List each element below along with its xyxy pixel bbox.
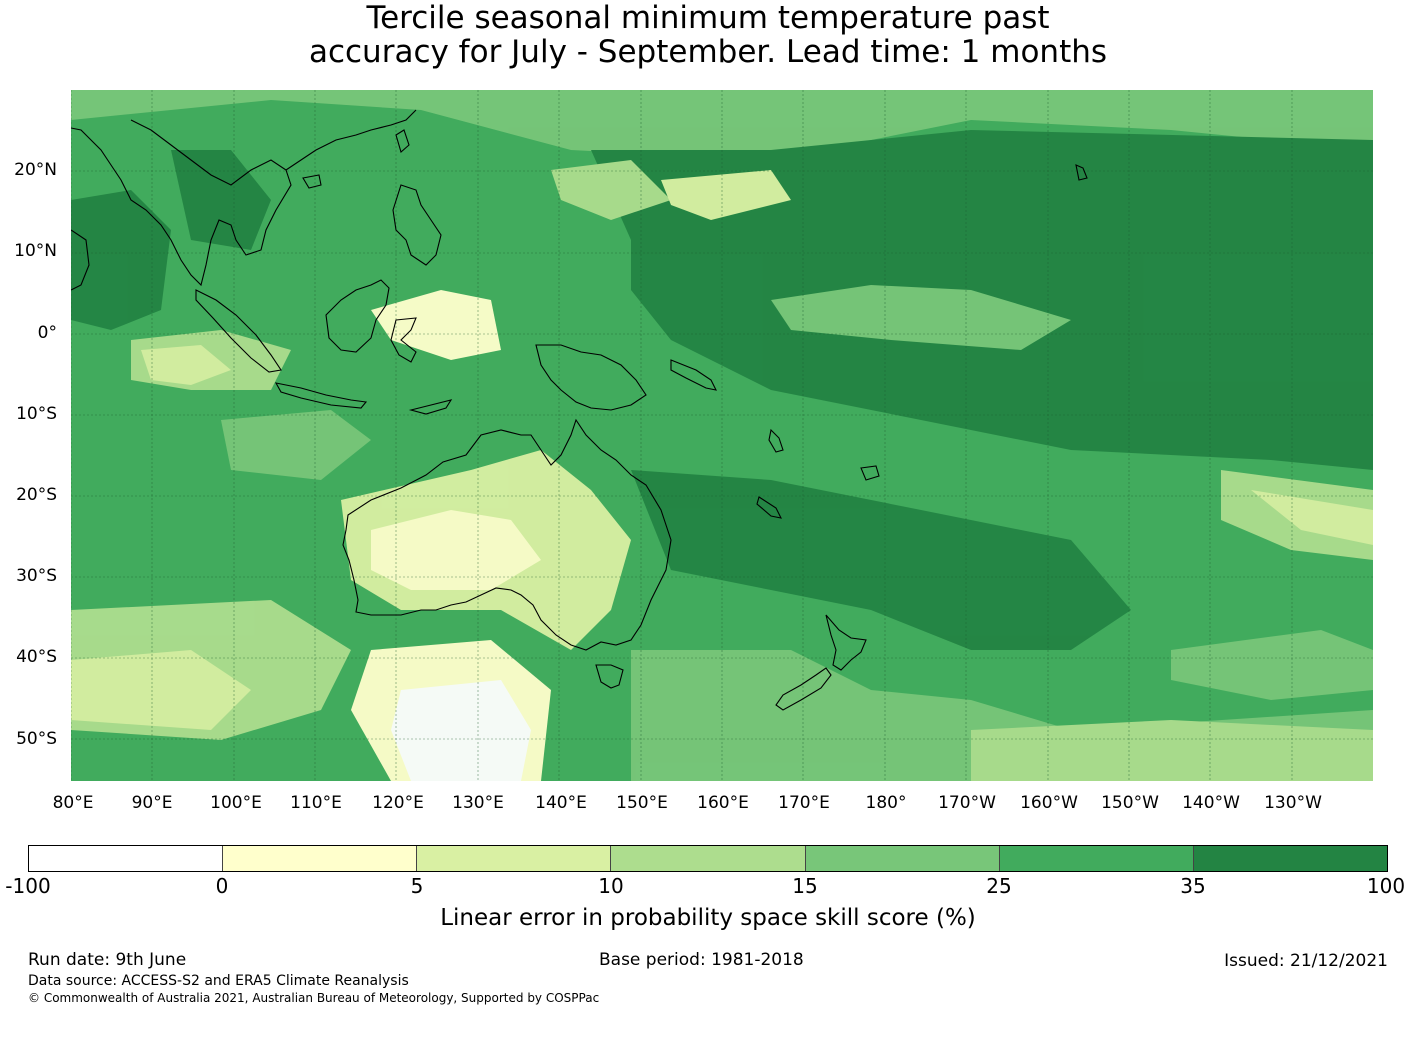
run-date: Run date: 9th June xyxy=(28,950,187,970)
colorbar-tick: 35 xyxy=(1180,874,1206,898)
lat-label-30s: 30°S xyxy=(16,566,57,586)
tasmania-coastline xyxy=(595,664,624,689)
lon-label-150w: 150°W xyxy=(1101,793,1159,813)
colorbar-segment xyxy=(999,846,1194,871)
colorbar-segment xyxy=(29,846,224,871)
lon-label-140e: 140°E xyxy=(535,793,587,813)
timor-coastline xyxy=(408,399,453,415)
lon-label-140w: 140°W xyxy=(1182,793,1240,813)
vanuatu-coastline xyxy=(768,428,784,453)
issued-date: Issued: 21/12/2021 xyxy=(1224,951,1388,971)
sumatra-coastline xyxy=(195,289,282,373)
colorbar-segment xyxy=(1193,846,1387,871)
hawaii-coastline xyxy=(1075,164,1088,181)
lat-label-50s: 50°S xyxy=(16,729,57,749)
colorbar-tick: 5 xyxy=(410,874,424,898)
lon-label-100e: 100°E xyxy=(210,793,262,813)
colorbar-segment xyxy=(805,846,1000,871)
lon-label-90e: 90°E xyxy=(131,793,173,813)
new-guinea-coastline xyxy=(535,344,647,411)
colorbar-tick: -100 xyxy=(5,874,51,898)
new-caledonia-coastline xyxy=(756,496,782,519)
india-coastline xyxy=(71,229,90,291)
map-title-line-2: accuracy for July - September. Lead time… xyxy=(308,34,1108,70)
java-coastline xyxy=(274,382,368,409)
vietnam-coastline xyxy=(285,109,417,171)
lon-label-160w: 160°W xyxy=(1020,793,1078,813)
philippines-coastline xyxy=(392,184,442,266)
lon-label-110e: 110°E xyxy=(290,793,342,813)
lon-label-130e: 130°E xyxy=(452,793,504,813)
colorbar-segment xyxy=(611,846,806,871)
new-zealand-north-coastline xyxy=(825,614,867,671)
skill-score-map xyxy=(71,90,1373,781)
colorbar-tick: 0 xyxy=(215,874,229,898)
map-title-line-1: Tercile seasonal minimum temperature pas… xyxy=(366,0,1050,36)
borneo-coastline xyxy=(325,279,390,353)
skill-fields xyxy=(71,90,1373,781)
copyright: © Commonwealth of Australia 2021, Austra… xyxy=(28,991,600,1005)
lat-label-40s: 40°S xyxy=(16,647,57,667)
colorbar xyxy=(28,845,1388,872)
lon-label-160e: 160°E xyxy=(697,793,749,813)
coastlines xyxy=(71,109,1088,711)
lon-label-180: 180° xyxy=(865,793,907,813)
colorbar-label: Linear error in probability space skill … xyxy=(440,905,976,931)
lat-label-0: 0° xyxy=(37,323,57,343)
lon-label-120e: 120°E xyxy=(372,793,424,813)
indochina-coastline xyxy=(71,119,292,287)
colorbar-tick: 10 xyxy=(598,874,624,898)
graticule xyxy=(71,90,1373,781)
taiwan-coastline xyxy=(395,129,410,153)
lon-label-130w: 130°W xyxy=(1264,793,1322,813)
lon-label-80e: 80°E xyxy=(52,793,94,813)
lon-label-150e: 150°E xyxy=(616,793,668,813)
sulawesi-coastline xyxy=(390,317,417,363)
new-zealand-south-coastline xyxy=(775,667,832,711)
lat-label-10n: 10°N xyxy=(14,241,57,261)
lat-label-20s: 20°S xyxy=(16,485,57,505)
lat-label-20n: 20°N xyxy=(14,160,57,180)
lat-label-10s: 10°S xyxy=(16,404,57,424)
base-period: Base period: 1981-2018 xyxy=(599,950,804,970)
colorbar-segment xyxy=(417,846,612,871)
lon-label-170w: 170°W xyxy=(938,793,996,813)
lon-label-170e: 170°E xyxy=(778,793,830,813)
colorbar-tick: 15 xyxy=(792,874,818,898)
colorbar-tick: 25 xyxy=(986,874,1012,898)
colorbar-tick: 100 xyxy=(1366,874,1406,898)
fiji-coastline xyxy=(860,465,880,481)
hainan-coastline xyxy=(302,174,322,189)
colorbar-segment xyxy=(223,846,418,871)
data-source: Data source: ACCESS-S2 and ERA5 Climate … xyxy=(28,973,409,989)
australia-coastline xyxy=(342,418,672,651)
solomon-coastline xyxy=(670,359,717,391)
